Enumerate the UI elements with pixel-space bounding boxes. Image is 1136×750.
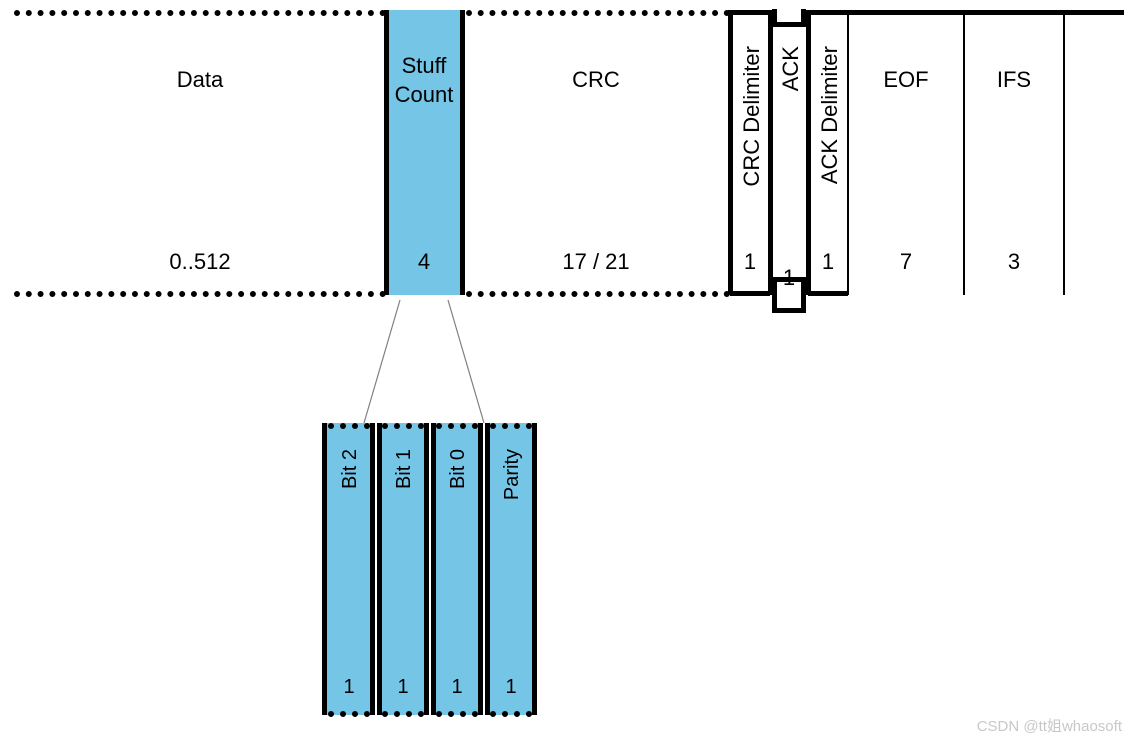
detail-bits: 1 (434, 676, 480, 699)
detail-bits: 1 (488, 676, 534, 699)
detail-dotted-border (490, 711, 532, 717)
detail-dotted-border (490, 423, 532, 429)
detail-bit0: Bit 0 1 (434, 423, 480, 715)
detail-dotted-border (436, 423, 478, 429)
detail-dotted-border (328, 711, 370, 717)
detail-border (424, 423, 429, 715)
detail-label: Bit 0 (447, 449, 470, 489)
detail-border (370, 423, 375, 715)
detail-dotted-border (382, 711, 424, 717)
detail-bit1: Bit 1 1 (380, 423, 426, 715)
detail-border (431, 423, 436, 715)
detail-border (532, 423, 537, 715)
detail-dotted-border (382, 423, 424, 429)
detail-label: Parity (501, 449, 524, 500)
detail-label: Bit 1 (393, 449, 416, 489)
detail-dotted-border (328, 423, 370, 429)
detail-parity: Parity 1 (488, 423, 534, 715)
detail-border (377, 423, 382, 715)
stuff-count-breakdown: Bit 2 1 Bit 1 1 Bit 0 1 Parity 1 (320, 423, 538, 715)
detail-bit2: Bit 2 1 (326, 423, 372, 715)
breakdown-connector (0, 0, 1136, 750)
watermark: CSDN @tt姐whaosoft (977, 715, 1122, 736)
detail-dotted-border (436, 711, 478, 717)
detail-bits: 1 (380, 676, 426, 699)
detail-border (485, 423, 490, 715)
detail-bits: 1 (326, 676, 372, 699)
detail-border (322, 423, 327, 715)
detail-label: Bit 2 (339, 449, 362, 489)
detail-border (478, 423, 483, 715)
